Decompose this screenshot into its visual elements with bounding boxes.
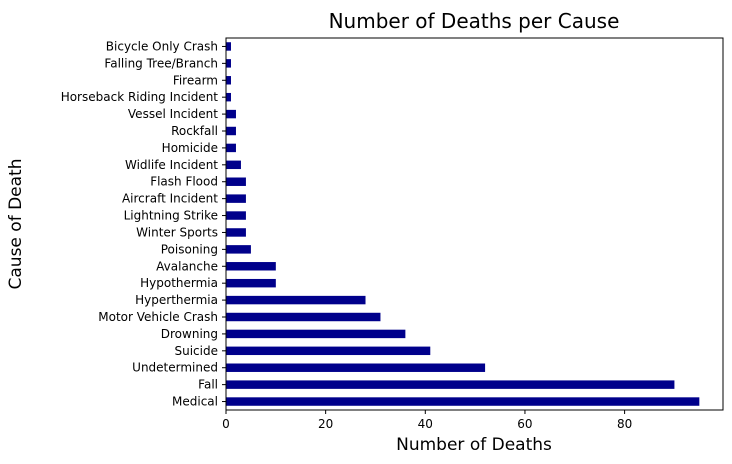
bar <box>226 329 406 339</box>
bar <box>226 228 246 237</box>
plot-frame <box>225 37 724 411</box>
bar <box>226 143 236 153</box>
bar <box>226 363 486 372</box>
x-axis-title: Number of Deaths <box>396 435 552 455</box>
bar <box>226 380 675 389</box>
y-tick-label: Poisoning <box>161 242 218 256</box>
x-tick-label: 60 <box>517 417 532 431</box>
bar <box>226 59 231 68</box>
y-tick-label: Drowning <box>161 327 218 341</box>
bar <box>226 42 231 51</box>
x-tick-label: 80 <box>617 417 632 431</box>
bar <box>226 126 236 136</box>
bar <box>226 295 366 305</box>
y-tick-label: Hypothermia <box>140 276 218 290</box>
chart-title: Number of Deaths per Cause <box>329 9 620 33</box>
bar <box>226 160 241 170</box>
y-tick-label: Medical <box>172 395 218 409</box>
bar <box>226 194 246 203</box>
bar <box>226 278 276 288</box>
y-tick-label: Avalanche <box>156 259 218 273</box>
y-tick-label: Homicide <box>162 141 218 155</box>
y-axis-title: Cause of Death <box>6 159 26 290</box>
bar <box>226 397 700 406</box>
bars-group <box>226 42 700 406</box>
y-tick-label: Vessel Incident <box>128 107 218 121</box>
bar <box>226 76 231 85</box>
bar <box>226 312 381 322</box>
y-ticks-group: Medical Fall Undetermined Suicide Drowning Mo… <box>61 39 226 409</box>
bar <box>226 177 246 186</box>
y-tick-label: Motor Vehicle Crash <box>98 310 218 324</box>
y-tick-label: Widlife Incident <box>125 158 218 172</box>
y-tick-label: Rockfall <box>171 124 218 138</box>
bar <box>226 92 231 102</box>
y-tick-label: Undetermined <box>132 361 218 375</box>
bar <box>226 109 236 119</box>
y-tick-label: Hyperthermia <box>135 293 218 307</box>
x-tick-label: 40 <box>418 417 433 431</box>
bar <box>226 245 251 254</box>
bar <box>226 211 246 220</box>
y-tick-label: Horseback Riding Incident <box>61 90 219 104</box>
y-tick-label: Lightning Strike <box>124 209 218 223</box>
bar <box>226 346 431 356</box>
y-tick-label: Bicycle Only Crash <box>106 39 218 53</box>
y-tick-label: Flash Flood <box>150 175 218 189</box>
bar <box>226 262 276 271</box>
y-tick-label: Fall <box>198 378 218 392</box>
x-tick-label: 20 <box>318 417 333 431</box>
y-tick-label: Aircraft Incident <box>122 192 218 206</box>
y-tick-label: Falling Tree/Branch <box>104 56 218 70</box>
y-tick-label: Suicide <box>175 344 219 358</box>
y-tick-label: Firearm <box>173 73 218 87</box>
y-tick-label: Winter Sports <box>136 225 218 239</box>
x-ticks-group: 0 20 40 60 80 <box>222 410 632 431</box>
x-tick-label: 0 <box>222 417 230 431</box>
